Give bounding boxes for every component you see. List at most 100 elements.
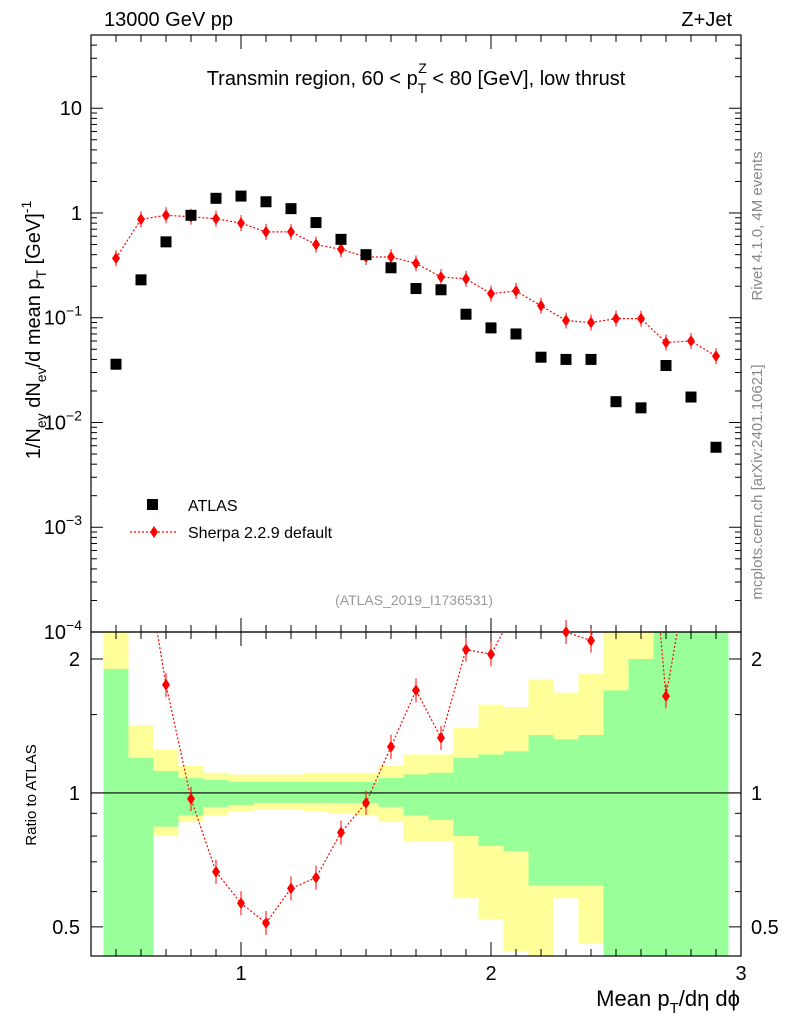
sherpa-point (662, 336, 670, 349)
ratio-point (562, 626, 570, 638)
main-plot-frame (90, 34, 742, 633)
ratio-y-tick-label-right: 0.5 (751, 917, 779, 939)
green-band-bin (653, 632, 679, 956)
green-band-bin (503, 751, 529, 852)
atlas-point (410, 283, 422, 295)
sherpa-point (162, 209, 170, 222)
atlas-point (310, 217, 322, 229)
x-tick-label: 2 (485, 963, 496, 985)
ratio-point (587, 634, 595, 647)
ratio-point (487, 648, 495, 661)
green-band-bin (303, 781, 329, 803)
ratio-y-tick-label: 0.5 (52, 917, 80, 939)
sherpa-point (287, 225, 295, 238)
green-band-bin (553, 739, 579, 886)
ratio-point (337, 826, 345, 839)
atlas-point (260, 196, 272, 208)
green-band-bin (578, 734, 604, 886)
ratio-y-tick-label: 2 (69, 649, 80, 671)
sherpa-point (462, 272, 470, 285)
analysis-watermark: (ATLAS_2019_I1736531) (335, 592, 493, 608)
legend-sherpa-label: Sherpa 2.2.9 default (188, 525, 333, 542)
atlas-point (485, 322, 497, 334)
green-band-bin (403, 774, 429, 816)
ratio-axes: 0.5 0.5 1 1 2 2 1 2 3 (52, 632, 779, 985)
sherpa-point (237, 217, 245, 230)
main-axes: 10 1 10−1 10−2 10−3 10−4 (44, 34, 741, 644)
atlas-point (510, 328, 522, 340)
atlas-point (685, 391, 697, 403)
x-tick-label: 3 (735, 963, 746, 985)
ratio-data-marks (156, 620, 678, 936)
ratio-point (462, 643, 470, 656)
green-band-bin (278, 781, 304, 803)
green-band-bin (453, 757, 479, 837)
main-y-axis-label: 1/Nev dNev/d mean pT [GeV]-1 (18, 201, 49, 460)
ratio-point (237, 897, 245, 910)
atlas-point (285, 203, 297, 215)
main-y-tick-label: 10−1 (44, 303, 82, 330)
green-band-bin (478, 754, 504, 846)
atlas-point (660, 359, 672, 371)
atlas-point (135, 274, 147, 286)
atlas-point (185, 209, 197, 221)
sherpa-point (212, 212, 220, 225)
atlas-point (435, 284, 447, 296)
legend-atlas-label: ATLAS (188, 498, 238, 515)
atlas-point (535, 351, 547, 363)
legend-atlas-marker (147, 499, 158, 510)
sherpa-point (687, 334, 695, 347)
legend: ATLAS Sherpa 2.2.9 default (130, 498, 333, 542)
main-y-tick-label: 1 (71, 203, 82, 225)
green-band-bin (128, 757, 154, 956)
main-y-tick-label: 10 (60, 98, 82, 120)
main-y-tick-label: 10−3 (44, 512, 82, 539)
sherpa-point (412, 257, 420, 270)
atlas-point (610, 396, 622, 408)
energy-label: 13000 GeV pp (104, 9, 233, 31)
main-y-tick-label: 10−4 (44, 617, 82, 644)
green-band-bin (328, 781, 354, 803)
sherpa-point (437, 270, 445, 283)
ratio-y-tick-label: 1 (69, 783, 80, 805)
atlas-point (335, 233, 347, 245)
x-tick-label: 1 (235, 963, 246, 985)
green-band-bin (678, 632, 729, 956)
sherpa-point (312, 238, 320, 251)
ratio-point (212, 865, 220, 878)
green-band-bin (603, 690, 629, 956)
sherpa-point (337, 243, 345, 256)
sherpa-point (262, 225, 270, 238)
ratio-point (412, 684, 420, 697)
ratio-point (162, 678, 170, 691)
ratio-point (187, 792, 195, 805)
atlas-point (385, 262, 397, 274)
atlas-point (160, 236, 172, 248)
source-label: mcplots.cern.ch [arXiv:2401.10621] (749, 364, 766, 599)
atlas-point (560, 353, 572, 365)
green-band-bin (428, 772, 454, 820)
ratio-point (362, 796, 370, 809)
rivet-label: Rivet 4.1.0, 4M events (749, 151, 766, 300)
sherpa-point (587, 316, 595, 329)
ratio-point (387, 740, 395, 753)
sherpa-point (537, 299, 545, 312)
sherpa-point (637, 312, 645, 325)
main-y-tick-label: 10−2 (44, 407, 82, 434)
sherpa-point (137, 213, 145, 226)
sherpa-point (112, 252, 120, 265)
ratio-point (312, 871, 320, 884)
main-data-marks (110, 190, 722, 453)
atlas-point (460, 308, 472, 320)
green-band-bin (253, 781, 279, 803)
green-band-bin (103, 668, 129, 956)
atlas-point (210, 192, 222, 204)
ratio-point (262, 917, 270, 930)
atlas-point (585, 353, 597, 365)
x-axis-label: Mean pT/dη dϕ (596, 986, 740, 1017)
ratio-point (662, 690, 670, 703)
process-label: Z+Jet (681, 9, 732, 31)
ratio-y-tick-label-right: 2 (751, 649, 762, 671)
green-band-bin (153, 771, 179, 827)
sherpa-point (612, 312, 620, 325)
